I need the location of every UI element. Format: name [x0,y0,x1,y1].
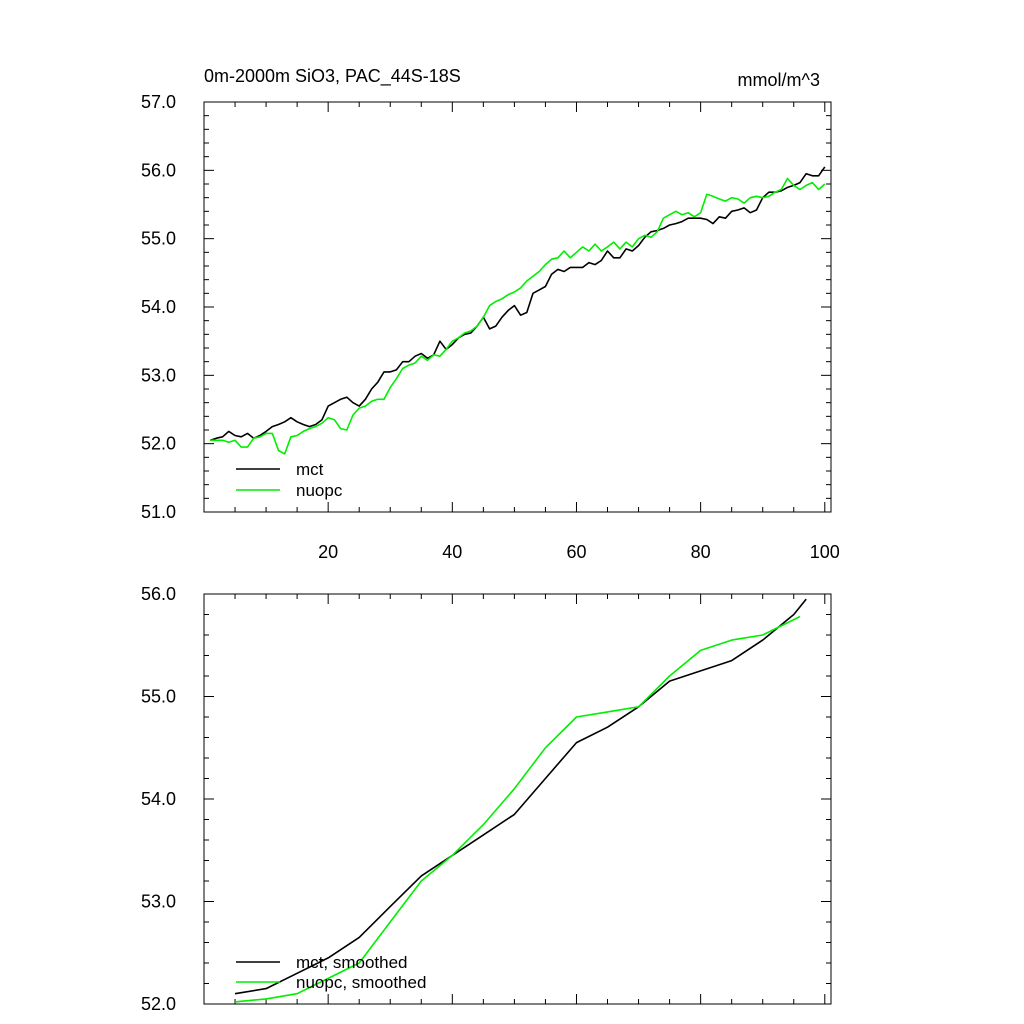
y-tick-label: 56.0 [141,584,176,604]
y-tick-label: 53.0 [141,892,176,912]
y-tick-label: 54.0 [141,789,176,809]
series-line-mct-smoothed [234,598,807,995]
y-tick-label: 55.0 [141,687,176,707]
y-tick-label: 53.0 [141,365,176,385]
y-tick-label: 51.0 [141,502,176,522]
top-series-lines [209,166,826,455]
legend-label-nuopc: nuopc [296,481,343,500]
y-tick-label: 57.0 [141,92,176,112]
series-line-nuopc-smoothed [234,615,801,1003]
chart-units-label: mmol/m^3 [738,70,820,90]
series-line-mct [209,166,826,442]
x-tick-label: 20 [318,542,338,562]
x-tick-label: 40 [442,542,462,562]
bottom-series-lines [234,598,807,1003]
y-tick-label: 52.0 [141,994,176,1014]
x-tick-label: 80 [691,542,711,562]
y-tick-label: 56.0 [141,160,176,180]
bottom-axis-ticks: 52.0 53.0 54.0 55.0 56.0 [141,584,831,1014]
series-line-nuopc [210,177,826,455]
bottom-chart-panel: 52.0 53.0 54.0 55.0 56.0 mct, smoothed nuopc… [141,584,832,1014]
x-tick-label: 100 [810,542,840,562]
bottom-legend: mct, smoothed nuopc, smoothed [236,953,426,992]
top-legend: mct nuopc [236,460,343,500]
legend-label-nuopc-smoothed: nuopc, smoothed [296,973,426,992]
y-tick-label: 54.0 [141,297,176,317]
chart-title: 0m-2000m SiO3, PAC_44S-18S [204,66,461,87]
plot-frame-top [203,101,832,513]
y-tick-label: 55.0 [141,229,176,249]
legend-label-mct-smoothed: mct, smoothed [296,953,408,972]
plot-frame-bottom [203,593,832,1005]
y-tick-label: 52.0 [141,434,176,454]
top-chart-panel: 0m-2000m SiO3, PAC_44S-18S mmol/m^3 51.0… [141,66,840,562]
top-axis-ticks: 51.0 52.0 53.0 54.0 55.0 56.0 57.0 20 40 60 80 100 [141,92,840,562]
legend-label-mct: mct [296,460,324,479]
x-tick-label: 60 [566,542,586,562]
